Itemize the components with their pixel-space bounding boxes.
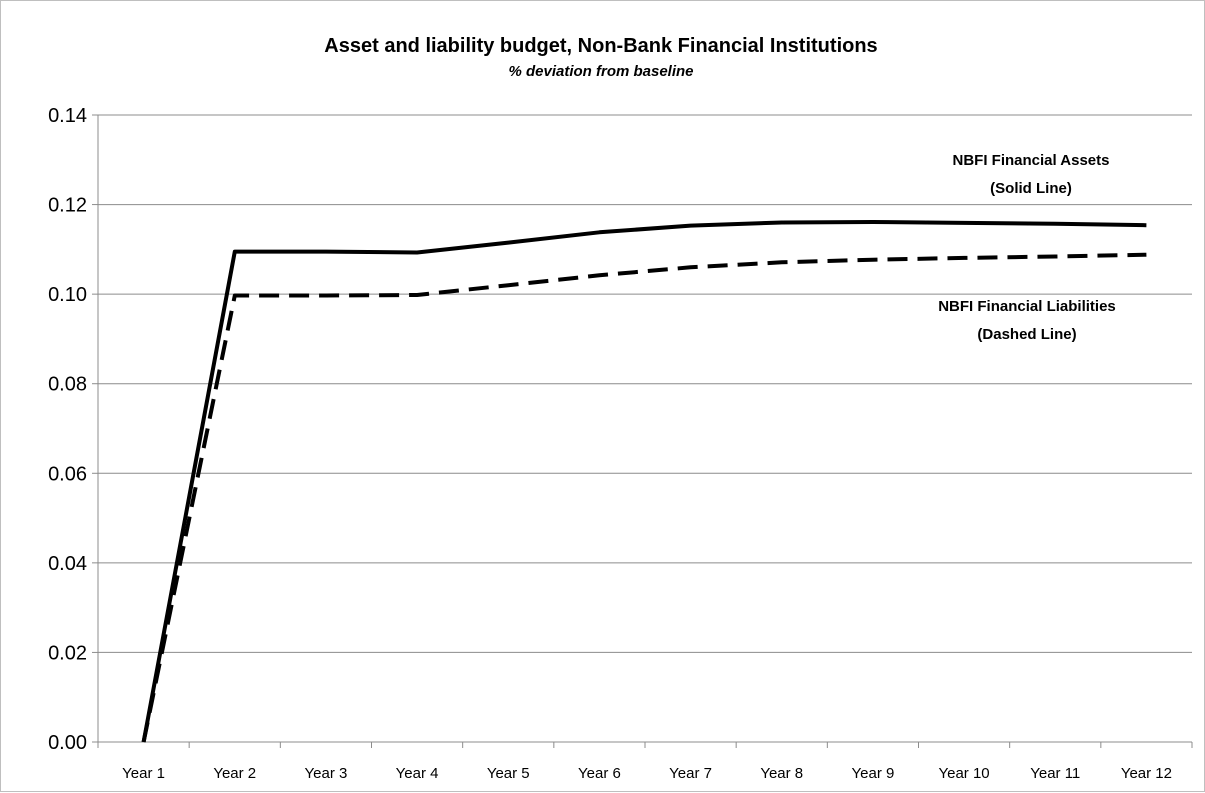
series-line-liabilities xyxy=(141,252,1147,743)
annotation-liabilities-line-1: NBFI Financial Liabilities xyxy=(938,298,1116,315)
annotation-assets-line-1: NBFI Financial Assets xyxy=(953,152,1110,169)
x-tick-labels: Year 1 Year 2 Year 3 Year 4 Year 5 Year 6 Year… xyxy=(122,765,1172,782)
x-tick-label: Year 2 xyxy=(213,765,256,782)
axes xyxy=(92,114,1193,748)
x-tick-label: Year 11 xyxy=(1030,765,1080,782)
x-tick-label: Year 5 xyxy=(487,765,530,782)
x-tick-label: Year 8 xyxy=(760,765,803,782)
gridlines xyxy=(98,114,1192,653)
y-tick-label: 0.00 xyxy=(48,732,87,754)
x-tick-label: Year 10 xyxy=(938,765,989,782)
series-lines xyxy=(141,220,1147,743)
y-tick-label: 0.04 xyxy=(48,553,87,575)
y-tick-label: 0.08 xyxy=(48,374,87,396)
y-tick-labels: 0.00 0.02 0.04 0.06 0.08 0.10 0.12 0.14 xyxy=(48,105,87,754)
x-tick-label: Year 6 xyxy=(578,765,621,782)
series-line-assets xyxy=(141,220,1147,743)
chart-title: Asset and liability budget, Non-Bank Fin… xyxy=(324,35,877,57)
x-tick-label: Year 12 xyxy=(1121,765,1172,782)
x-tick-label: Year 4 xyxy=(396,765,439,782)
chart-subtitle: % deviation from baseline xyxy=(508,63,693,80)
x-tick-label: Year 7 xyxy=(669,765,712,782)
y-tick-label: 0.12 xyxy=(48,195,87,217)
y-tick-label: 0.14 xyxy=(48,105,87,127)
annotation-assets-line-2: (Solid Line) xyxy=(990,180,1072,197)
y-tick-label: 0.10 xyxy=(48,284,87,306)
annotation-assets: NBFI Financial Assets (Solid Line) xyxy=(953,152,1110,197)
x-tick-label: Year 1 xyxy=(122,765,165,782)
annotation-liabilities: NBFI Financial Liabilities (Dashed Line) xyxy=(938,298,1116,343)
y-tick-label: 0.06 xyxy=(48,463,87,485)
x-tick-label: Year 3 xyxy=(305,765,348,782)
annotation-liabilities-line-2: (Dashed Line) xyxy=(977,326,1076,343)
x-tick-label: Year 9 xyxy=(852,765,895,782)
y-tick-label: 0.02 xyxy=(48,642,87,664)
